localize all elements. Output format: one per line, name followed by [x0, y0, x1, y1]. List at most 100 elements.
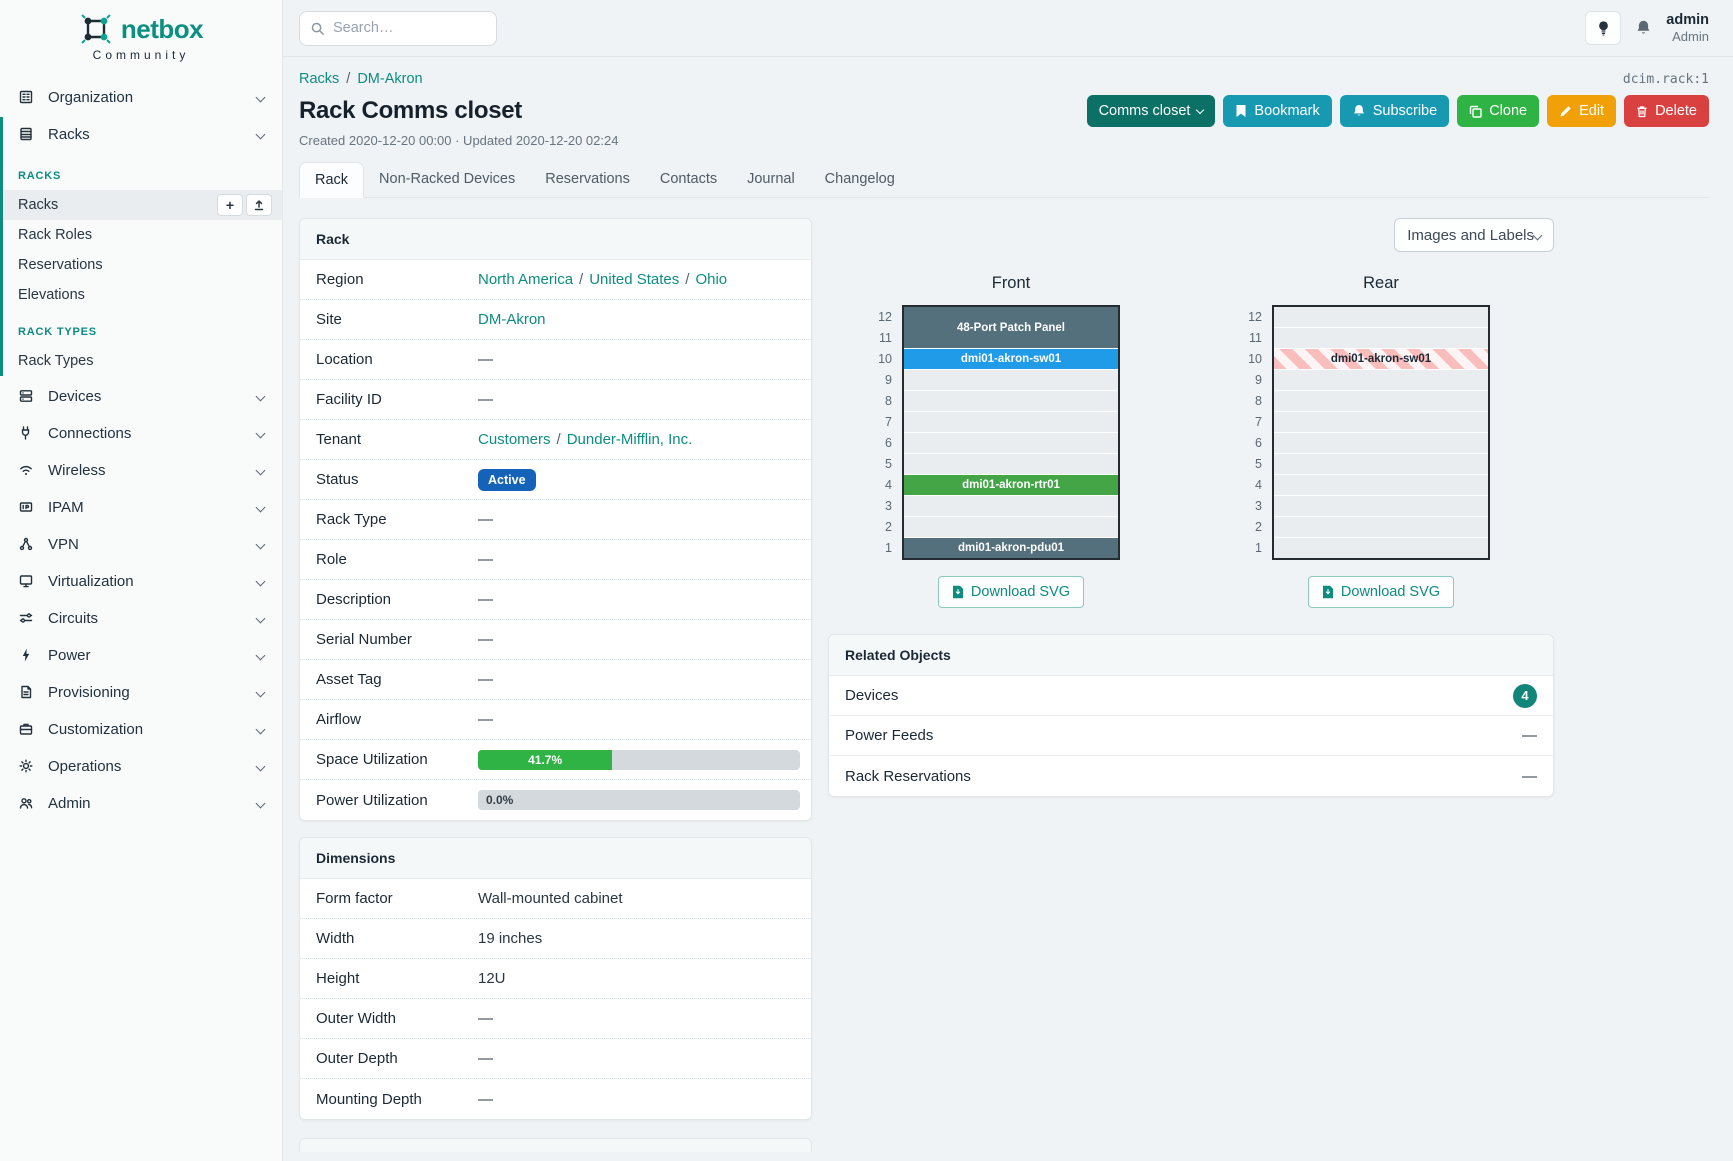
tab-contacts[interactable]: Contacts: [659, 171, 718, 187]
sidebar-group-admin[interactable]: Admin: [0, 786, 282, 820]
rack-unit-device[interactable]: dmi01-akron-pdu01: [904, 538, 1118, 558]
sidebar-item-elevations[interactable]: Elevations: [3, 280, 282, 310]
add-button[interactable]: +: [217, 194, 243, 216]
context-dropdown-button[interactable]: Comms closet: [1086, 95, 1216, 127]
sidebar-group-provisioning[interactable]: Provisioning: [0, 675, 282, 709]
sidebar-group-label: Provisioning: [48, 683, 130, 701]
file-download-icon: [952, 585, 963, 599]
sidebar-item-label: Racks: [18, 197, 59, 213]
related-row-power-feeds[interactable]: Power Feeds —: [829, 716, 1553, 756]
search-input[interactable]: [333, 20, 473, 36]
field-row-form-factor: Form factor Wall-mounted cabinet: [300, 879, 811, 919]
subscribe-button[interactable]: Subscribe: [1339, 95, 1450, 127]
download-svg-button[interactable]: Download SVG: [937, 576, 1085, 608]
elevation-view-selector[interactable]: Images and Labels: [1394, 218, 1554, 252]
sidebar-group-customization[interactable]: Customization: [0, 712, 282, 746]
tab-non-racked-devices[interactable]: Non-Racked Devices: [379, 171, 516, 187]
bell-icon: [1637, 20, 1650, 34]
user-name: admin: [1666, 11, 1709, 28]
chevron-down-icon: [255, 92, 266, 102]
sidebar-item-reservations[interactable]: Reservations: [3, 250, 282, 280]
sidebar-group-connections[interactable]: Connections: [0, 416, 282, 450]
sidebar-item-rack-types[interactable]: Rack Types: [3, 346, 282, 376]
rack-unit-device[interactable]: dmi01-akron-sw01: [1274, 349, 1488, 369]
region-link[interactable]: North America: [478, 271, 574, 288]
field-row-site: Site DM-Akron: [300, 300, 811, 340]
sidebar-group-vpn[interactable]: VPN: [0, 527, 282, 561]
tenant-link[interactable]: Dunder-Mifflin, Inc.: [566, 431, 693, 448]
site-link[interactable]: DM-Akron: [478, 311, 546, 328]
gear-icon: [19, 759, 33, 773]
import-button[interactable]: [246, 194, 272, 216]
chevron-down-icon: [255, 465, 266, 475]
unit-number-label: 12: [1248, 310, 1262, 324]
region-link[interactable]: Ohio: [695, 271, 728, 288]
region-link[interactable]: United States: [589, 271, 680, 288]
tab-reservations[interactable]: Reservations: [545, 171, 630, 187]
sidebar-group-ipam[interactable]: IPAM: [0, 490, 282, 524]
sidebar-group-wireless[interactable]: Wireless: [0, 453, 282, 487]
sidebar-group-racks[interactable]: Racks: [3, 117, 282, 151]
field-row-description: Description —: [300, 580, 811, 620]
count-badge: 4: [1513, 683, 1537, 708]
delete-button[interactable]: Delete: [1624, 95, 1709, 127]
related-row-rack-reservations[interactable]: Rack Reservations —: [845, 767, 1537, 785]
rack-unit-device[interactable]: dmi01-akron-rtr01: [904, 475, 1118, 495]
breadcrumb-racks[interactable]: Racks: [299, 71, 340, 87]
tab-changelog[interactable]: Changelog: [824, 171, 895, 187]
unit-number-label: 6: [885, 436, 892, 450]
brand-name: netbox: [120, 13, 204, 44]
rack-unit-empty: [904, 517, 1118, 537]
rack-diagram-rear: dmi01-akron-sw01: [1272, 305, 1490, 560]
users-icon: [19, 798, 33, 809]
sidebar-group-label: Devices: [48, 387, 102, 405]
netbox-logo[interactable]: netbox: [0, 12, 282, 46]
rack-unit-empty: [1274, 517, 1488, 537]
field-row-height: Height 12U: [300, 959, 811, 999]
field-row-space-utilization: Space Utilization 41.7%: [300, 740, 811, 780]
unit-number-label: 10: [878, 352, 892, 366]
clone-button[interactable]: Clone: [1457, 95, 1540, 127]
sidebar-group-label: Racks: [48, 125, 90, 143]
rack-unit-device[interactable]: 48-Port Patch Panel: [904, 307, 1118, 348]
sidebar-group-label: Customization: [48, 720, 144, 738]
sidebar-group-devices[interactable]: Devices: [0, 379, 282, 413]
bookmark-button[interactable]: Bookmark: [1223, 95, 1332, 127]
unit-number-label: 11: [879, 331, 892, 345]
notifications-button[interactable]: [1635, 19, 1652, 37]
theme-toggle-button[interactable]: [1585, 11, 1622, 45]
rear-elevation: Rear 12 11 10 9 8 7 6 5 4 3 2 1 dmi01-akron-sw01 Do…: [1236, 274, 1490, 608]
sidebar-group-power[interactable]: Power: [0, 638, 282, 672]
tab-rack[interactable]: Rack: [299, 162, 365, 198]
search-box[interactable]: [299, 10, 497, 46]
tab-journal[interactable]: Journal: [747, 171, 795, 187]
sidebar-item-racks[interactable]: Racks +: [3, 190, 282, 220]
edit-button[interactable]: Edit: [1547, 95, 1617, 127]
unit-number-label: 1: [1255, 541, 1262, 555]
unit-number-label: 7: [1255, 415, 1262, 429]
sidebar-item-rack-roles[interactable]: Rack Roles: [3, 220, 282, 250]
front-elevation: Front 12 11 10 9 8 7 6 5 4 3 2 1 48-Port Patch Pane…: [866, 274, 1120, 608]
sidebar-group-circuits[interactable]: Circuits: [0, 601, 282, 635]
sidebar-group-virtualization[interactable]: Virtualization: [0, 564, 282, 598]
sidebar-item-label: Rack Types: [18, 353, 94, 369]
sidebar-group-operations[interactable]: Operations: [0, 749, 282, 783]
sidebar-group-label: Circuits: [48, 609, 99, 627]
related-row-devices[interactable]: Devices 4: [829, 676, 1553, 716]
chevron-down-icon: [255, 724, 266, 734]
sidebar-section-rack-types: RACK TYPES: [18, 326, 97, 338]
user-menu[interactable]: admin Admin: [1666, 11, 1709, 45]
unit-numbers: 12 11 10 9 8 7 6 5 4 3 2 1: [1236, 305, 1272, 560]
unit-number-label: 7: [885, 415, 892, 429]
download-svg-button[interactable]: Download SVG: [1307, 576, 1455, 608]
created-updated-meta: Created 2020-12-20 00:00 · Updated 2020-…: [299, 133, 619, 148]
rack-unit-device[interactable]: dmi01-akron-sw01: [904, 349, 1118, 369]
sidebar-group-organization[interactable]: Organization: [0, 80, 282, 114]
unit-numbers: 12 11 10 9 8 7 6 5 4 3 2 1: [866, 305, 902, 560]
rack-unit-empty: [1274, 391, 1488, 411]
briefcase-icon: [19, 723, 33, 735]
tenant-group-link[interactable]: Customers: [478, 431, 551, 448]
breadcrumb-site[interactable]: DM-Akron: [357, 71, 423, 87]
sidebar-group-label: Power: [48, 646, 91, 664]
pencil-icon: [1560, 105, 1571, 116]
